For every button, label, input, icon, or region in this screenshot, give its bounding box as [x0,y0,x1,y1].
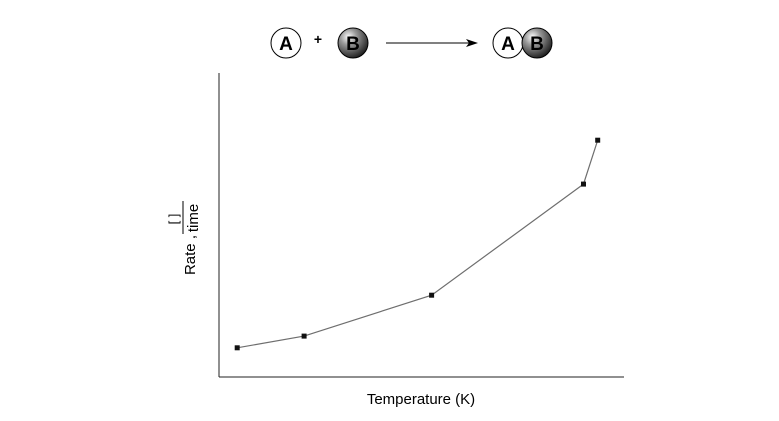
plus-sign: + [314,31,322,47]
y-axis-label-denominator: time [185,204,202,232]
plot-area [234,137,601,351]
data-point-4 [581,181,586,187]
series-line [237,140,599,349]
reaction-arrow-head [466,39,478,47]
data-point-1 [234,345,240,351]
atom-b-label: B [346,34,360,55]
data-point-3 [429,292,435,298]
product-atom-b-ball [521,27,553,59]
y-axis-label-prefix: Rate , [182,235,199,275]
atom-b-ball [337,27,369,59]
data-point-5 [595,137,601,143]
reaction-equation: A + B A B [270,27,553,59]
y-axis-label-numerator: [ ] [166,214,181,225]
atom-a-circle [270,27,302,59]
data-point-2 [301,333,307,339]
product-atom-a-label: A [501,34,515,55]
chart-axes [218,73,624,378]
product-atom-b-label: B [530,34,544,55]
atom-a-label: A [279,34,293,55]
x-axis-label: Temperature (K) [367,391,475,408]
y-axis-label: Rate , [ ] time [166,201,202,275]
